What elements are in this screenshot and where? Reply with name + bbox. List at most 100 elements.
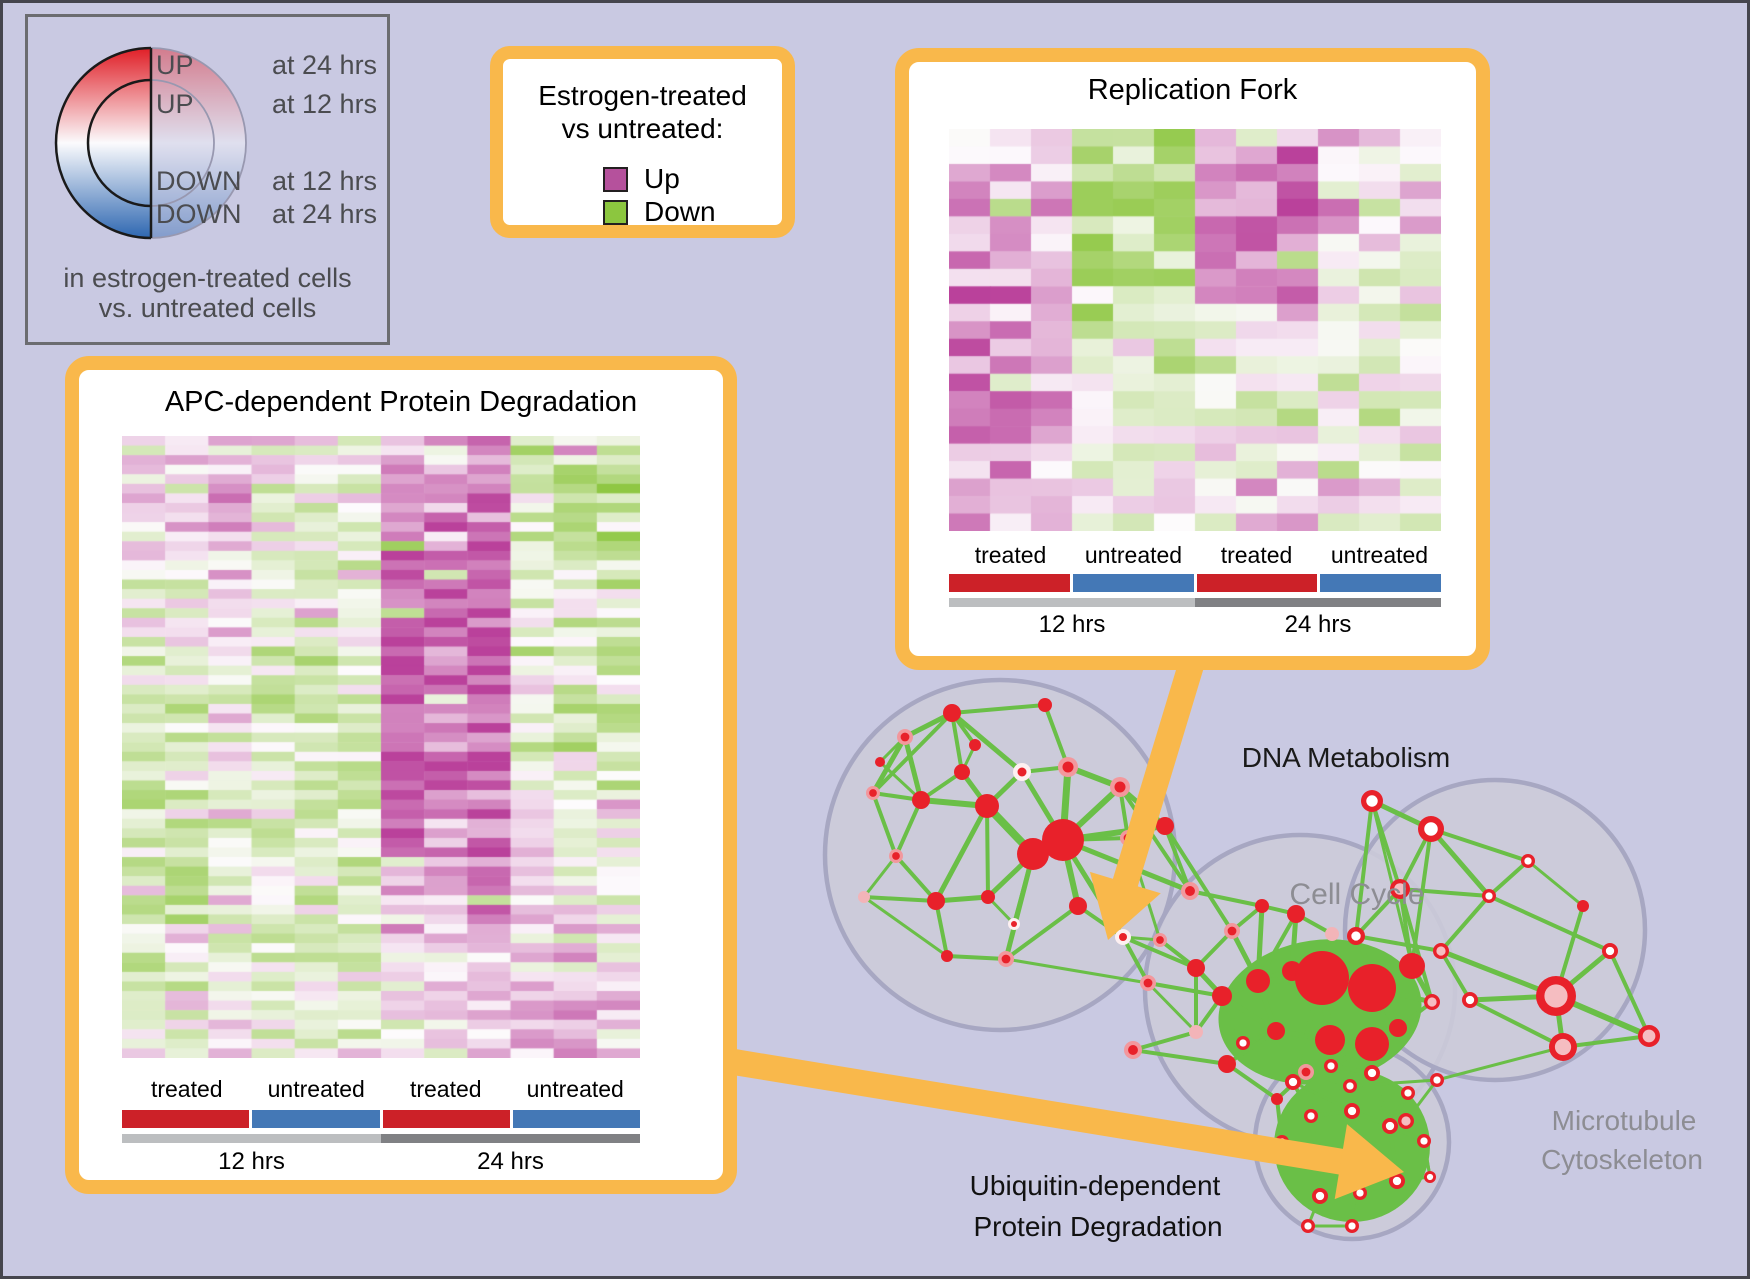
gene-node-core bbox=[900, 732, 910, 742]
gene-node-white-center bbox=[1304, 1222, 1312, 1230]
down-inner-label: DOWN bbox=[156, 166, 242, 196]
microtubule-label-line2: Cytoskeleton bbox=[1541, 1144, 1703, 1175]
up-inner-label: UP bbox=[156, 89, 194, 119]
network-edge bbox=[1121, 935, 1150, 985]
network-edge bbox=[1526, 859, 1585, 908]
microtubule-label-line1: Microtubule bbox=[1551, 1105, 1697, 1136]
apc-group-label-3: treated bbox=[409, 1076, 482, 1102]
estrogen-color-legend: Estrogen-treated vs untreated: Up Down bbox=[490, 46, 795, 238]
treated-bar-segment bbox=[1196, 574, 1318, 592]
apc-heatmap bbox=[122, 436, 640, 1058]
network-edge bbox=[1398, 887, 1491, 898]
connector-arrow-shaft-1 bbox=[731, 1049, 1347, 1176]
repfork-group-label-2: untreated bbox=[1084, 542, 1183, 568]
gene-node-white-center bbox=[1485, 892, 1493, 900]
apc-12hrs-label: 12 hrs bbox=[218, 1148, 285, 1175]
gene-node-white-center bbox=[1424, 822, 1438, 836]
network-edge bbox=[1291, 1080, 1354, 1113]
apc-time-bar bbox=[122, 1134, 640, 1143]
network-edge bbox=[1439, 894, 1491, 953]
network-edge bbox=[894, 854, 938, 903]
bar-24hrs-segment bbox=[1195, 598, 1441, 607]
network-edge bbox=[1406, 1091, 1426, 1143]
network-edge bbox=[1146, 981, 1224, 998]
connector-arrowhead-1 bbox=[1334, 1124, 1404, 1200]
gene-node-white-center bbox=[1433, 1076, 1441, 1084]
treated-bar-segment bbox=[122, 1110, 250, 1128]
ubiquitin-label-line2: Protein Degradation bbox=[973, 1211, 1223, 1242]
repfork-condition-bar bbox=[949, 574, 1441, 592]
network-edge bbox=[1354, 934, 1443, 953]
network-edge bbox=[1118, 785, 1192, 893]
network-edge bbox=[862, 895, 938, 903]
gene-node-core bbox=[1156, 936, 1164, 944]
repfork-group-label-1: treated bbox=[974, 542, 1047, 568]
gene-node-solid bbox=[941, 950, 953, 962]
bar-12hrs-segment bbox=[122, 1134, 381, 1143]
bar-12hrs-segment bbox=[949, 598, 1195, 607]
gene-node-solid bbox=[1069, 897, 1087, 915]
updown-ring-legend: UP at 24 hrs UP at 12 hrs DOWN at 12 hrs… bbox=[25, 14, 390, 345]
network-edge bbox=[894, 798, 923, 858]
apc-panel-title: APC-dependent Protein Degradation bbox=[164, 386, 638, 418]
network-edge bbox=[1429, 827, 1530, 863]
network-edge bbox=[1370, 799, 1402, 891]
gene-node-solid bbox=[927, 892, 945, 910]
gene-node-pink-center bbox=[1401, 1116, 1411, 1126]
network-edge bbox=[862, 854, 898, 899]
gene-node-white-center bbox=[1426, 1173, 1434, 1181]
gene-node-solid bbox=[981, 890, 995, 904]
gene-node-solid bbox=[1355, 1027, 1389, 1061]
gene-node-white-center bbox=[1347, 1106, 1357, 1116]
network-edge bbox=[1131, 1030, 1198, 1052]
network-edge bbox=[1004, 904, 1080, 961]
estrogen-legend-title: Estrogen-treated vs untreated: bbox=[503, 79, 782, 145]
treated-bar-segment bbox=[382, 1110, 510, 1128]
ubiquitin-label-line1: Ubiquitin-dependent bbox=[969, 1170, 1221, 1201]
gene-node-core bbox=[1114, 781, 1126, 793]
repfork-group-label-3: treated bbox=[1220, 542, 1293, 568]
gene-node-white-center bbox=[1367, 1068, 1377, 1078]
gene-node-white-center bbox=[1392, 1176, 1402, 1186]
gene-node-solid bbox=[1287, 905, 1305, 923]
gene-node-solid bbox=[1271, 1093, 1283, 1105]
gene-node-core bbox=[1185, 886, 1195, 896]
gene-node-white-center bbox=[1356, 1189, 1364, 1197]
connector-arrowhead-0 bbox=[1089, 871, 1161, 940]
gene-node-solid bbox=[969, 739, 981, 751]
gene-node-solid bbox=[943, 704, 961, 722]
gene-node-solid bbox=[1255, 899, 1269, 913]
gene-node-pink-center bbox=[1394, 883, 1406, 895]
gene-node-white-center bbox=[1465, 995, 1475, 1005]
gene-node-solid bbox=[1212, 986, 1232, 1006]
network-edge bbox=[1256, 912, 1298, 983]
gene-node-solid bbox=[1246, 969, 1270, 993]
network-edge bbox=[1354, 799, 1374, 938]
repfork-time-bar bbox=[949, 598, 1441, 607]
gene-node-solid bbox=[912, 791, 930, 809]
network-edge bbox=[1225, 1029, 1278, 1066]
gene-node-core bbox=[1227, 926, 1237, 936]
gene-node-pale bbox=[1189, 1025, 1203, 1039]
gene-node-white-center bbox=[1404, 1089, 1412, 1097]
gene-node-solid bbox=[1218, 1055, 1236, 1073]
network-edge bbox=[871, 711, 954, 795]
gene-node-white-center bbox=[1348, 1222, 1356, 1230]
network-edge bbox=[934, 899, 949, 958]
network-edge bbox=[949, 710, 1025, 775]
apc-group-label-2: untreated bbox=[267, 1076, 365, 1102]
network-edge bbox=[862, 895, 949, 958]
network-edge bbox=[1439, 949, 1472, 1002]
network-edge bbox=[1004, 957, 1150, 985]
gene-node-core bbox=[1301, 1067, 1311, 1077]
gene-node-solid bbox=[1038, 698, 1052, 712]
network-edge bbox=[1146, 981, 1198, 1034]
network-edge bbox=[871, 791, 898, 858]
gene-node-white-center bbox=[1288, 1077, 1298, 1087]
network-edge bbox=[945, 954, 1008, 961]
gene-node-pink-center bbox=[1554, 1038, 1572, 1056]
apc-group-labels: treated untreated treated untreated bbox=[122, 1076, 640, 1103]
network-edge bbox=[1438, 948, 1559, 999]
untreated-bar-segment bbox=[512, 1110, 640, 1128]
untreated-bar-segment bbox=[1320, 574, 1441, 592]
